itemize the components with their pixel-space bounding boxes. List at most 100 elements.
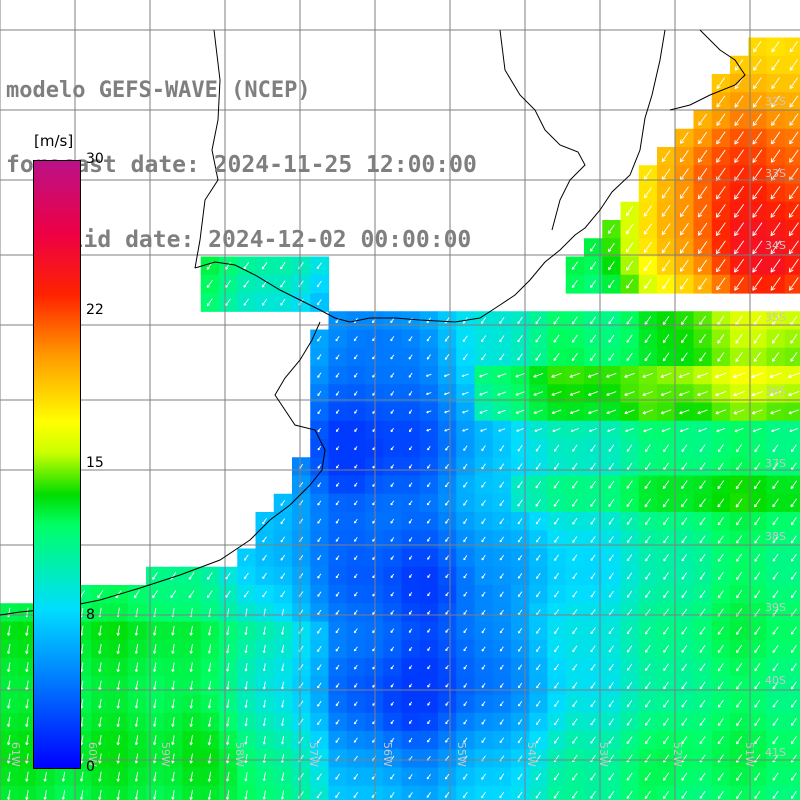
wind-cell (511, 658, 530, 677)
wind-arrow (590, 444, 596, 452)
wind-cell (584, 658, 603, 677)
wind-cell (711, 566, 731, 586)
wind-cell (346, 402, 366, 422)
wind-arrow (445, 500, 450, 506)
wind-arrow (408, 427, 413, 433)
wind-arrow (481, 573, 486, 579)
wind-arrow (518, 664, 523, 670)
wind-arrow (262, 663, 266, 672)
wind-arrow (335, 372, 340, 378)
wind-arrow (226, 681, 230, 690)
wind-arrow (354, 446, 358, 451)
wind-cell (657, 311, 676, 331)
wind-arrow (335, 427, 340, 433)
wind-arrow (390, 482, 395, 488)
wind-arrow (517, 536, 523, 543)
wind-arrow (571, 316, 578, 325)
latitude-label: 35S (765, 311, 786, 324)
wind-cell (328, 785, 348, 800)
wind-arrow (25, 753, 29, 764)
wind-arrow (134, 790, 139, 800)
wind-cell (401, 712, 421, 732)
wind-arrow (626, 790, 633, 799)
wind-arrow (608, 718, 614, 726)
wind-arrow (408, 482, 413, 487)
wind-arrow (535, 334, 542, 343)
wind-arrow (772, 480, 779, 490)
wind-arrow (716, 95, 726, 108)
wind-arrow (226, 790, 230, 800)
longitude-label: 58W (233, 742, 246, 767)
wind-cell (748, 512, 768, 531)
wind-arrow (335, 336, 340, 342)
wind-arrow (554, 554, 559, 561)
wind-arrow (445, 646, 449, 652)
wind-arrow (427, 737, 431, 743)
wind-arrow (481, 463, 486, 470)
wind-arrow (717, 498, 725, 508)
wind-arrow (699, 699, 706, 708)
wind-cell (730, 329, 749, 349)
wind-arrow (317, 427, 322, 433)
wind-arrow (643, 241, 652, 254)
wind-cell (346, 676, 366, 696)
wind-arrow (353, 336, 358, 342)
wind-arrow (207, 662, 212, 672)
wind-cell (529, 493, 549, 513)
wind-arrow (535, 444, 541, 452)
wind-cell (675, 128, 695, 148)
wind-arrow (751, 372, 764, 379)
wind-arrow (590, 536, 596, 543)
wind-arrow (698, 427, 707, 433)
wind-arrow (463, 773, 468, 780)
wind-arrow (463, 463, 468, 470)
wind-arrow (134, 771, 139, 782)
wind-arrow (681, 572, 688, 580)
wind-arrow (716, 131, 726, 145)
wind-arrow (353, 372, 358, 378)
wind-cell (602, 347, 622, 367)
wind-cell (492, 767, 512, 787)
wind-cell (784, 329, 800, 349)
wind-arrow (116, 717, 120, 727)
wind-cell (565, 639, 585, 659)
wind-arrow (335, 354, 340, 360)
wind-cell (383, 512, 403, 531)
wind-cell (693, 475, 713, 495)
wind-cell (730, 110, 749, 130)
wind-arrow (736, 553, 743, 562)
coast-buenos-aires (0, 321, 326, 616)
wind-arrow (262, 681, 266, 690)
wind-cell (401, 384, 421, 404)
wind-arrow (789, 95, 799, 108)
wind-arrow (626, 316, 633, 325)
wind-arrow (61, 790, 66, 800)
wind-arrow (408, 409, 413, 414)
wind-arrow (463, 701, 468, 707)
wind-cell (529, 639, 549, 659)
wind-arrow (243, 572, 249, 580)
wind-cell (292, 749, 311, 769)
wind-arrow (335, 609, 340, 615)
wind-arrow (699, 663, 706, 672)
colorbar (33, 160, 81, 769)
wind-arrow (663, 681, 669, 690)
wind-arrow (390, 500, 395, 506)
wind-cell (200, 274, 220, 294)
wind-arrow (536, 700, 541, 707)
longitude-label: 51W (743, 742, 756, 767)
wind-cell (602, 676, 622, 696)
wind-arrow (663, 444, 670, 453)
wind-arrow (790, 791, 797, 799)
wind-arrow (663, 736, 670, 745)
wind-arrow (517, 316, 523, 324)
wind-arrow (463, 518, 468, 525)
wind-arrow (772, 717, 779, 726)
wind-arrow (6, 625, 11, 636)
wind-arrow (790, 681, 797, 690)
wind-arrow (681, 645, 688, 653)
wind-arrow (571, 791, 578, 799)
wind-arrow (771, 41, 780, 53)
wind-arrow (189, 644, 193, 654)
wind-arrow (408, 391, 413, 396)
